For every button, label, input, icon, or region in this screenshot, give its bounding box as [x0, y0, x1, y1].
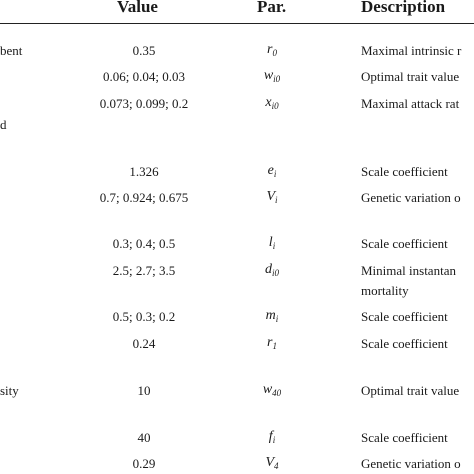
value-cell: 40 — [137, 430, 151, 445]
parameter-subscript: i — [272, 435, 276, 445]
value-cell: 0.3; 0.4; 0.5 — [112, 236, 176, 251]
parameter-subscript: i0 — [271, 101, 279, 111]
header-par: Par. — [257, 0, 287, 16]
parameter-subscript: 40 — [272, 388, 282, 398]
description-cell: Optimal trait value — [361, 69, 460, 84]
value-cell: 0.5; 0.3; 0.2 — [112, 309, 176, 324]
header-description: Description — [361, 0, 446, 16]
parameter-symbol: V — [265, 455, 275, 470]
row-label: d — [0, 117, 7, 132]
parameter-cell: wi0 — [232, 68, 312, 84]
description-cell: Scale coefficient — [361, 309, 448, 324]
parameter-cell: w40 — [232, 382, 312, 398]
parameter-symbol: w — [262, 382, 273, 397]
parameter-cell: ei — [232, 163, 312, 179]
parameter-cell: V4 — [232, 455, 312, 471]
parameter-cell: r0 — [232, 42, 312, 58]
description-cell: Genetic variation o — [361, 190, 461, 205]
parameter-cell: r1 — [232, 335, 312, 351]
parameter-symbol: e — [267, 163, 274, 178]
parameter-subscript: 4 — [274, 461, 279, 471]
row-label: bent — [0, 43, 23, 58]
value-cell: 0.35 — [132, 43, 156, 58]
description-cell: Scale coefficient — [361, 430, 448, 445]
parameter-symbol: m — [265, 308, 276, 323]
parameter-subscript: i — [273, 169, 277, 179]
description-cell: Genetic variation o — [361, 456, 461, 471]
header-value: Value — [117, 0, 158, 16]
parameter-symbol: x — [265, 95, 272, 110]
value-cell: 0.7; 0.924; 0.675 — [99, 190, 189, 205]
parameter-subscript: i — [275, 195, 278, 205]
parameter-symbol: d — [264, 262, 272, 277]
parameter-cell: li — [232, 235, 312, 251]
parameter-symbol: f — [268, 429, 273, 444]
value-cell: 0.073; 0.099; 0.2 — [99, 96, 189, 111]
description-cell: Optimal trait value — [361, 383, 460, 398]
parameter-cell: mi — [232, 308, 312, 324]
row-label: sity — [0, 383, 19, 398]
parameter-subscript: 0 — [272, 48, 277, 58]
value-cell: 0.06; 0.04; 0.03 — [103, 69, 185, 84]
parameter-subscript: i0 — [273, 74, 281, 84]
value-cell: 2.5; 2.7; 3.5 — [112, 263, 176, 278]
description-cell: mortality — [361, 283, 409, 298]
parameter-symbol: l — [268, 235, 273, 250]
parameter-cell: xi0 — [232, 95, 312, 111]
parameter-subscript: 1 — [272, 341, 277, 351]
description-cell: Maximal intrinsic r — [361, 43, 462, 58]
parameter-symbol: w — [263, 68, 274, 83]
description-cell: Scale coefficient — [361, 336, 448, 351]
value-cell: 1.326 — [129, 164, 159, 179]
description-cell: Maximal attack rat — [361, 96, 460, 111]
parameter-cell: di0 — [232, 262, 312, 278]
value-cell: 10 — [137, 383, 151, 398]
description-cell: Scale coefficient — [361, 236, 448, 251]
description-cell: Scale coefficient — [361, 164, 448, 179]
parameter-subscript: i — [272, 241, 276, 251]
parameter-cell: fi — [232, 429, 312, 445]
parameter-cell: Vi — [232, 189, 312, 205]
description-cell: Minimal instantan — [361, 263, 456, 278]
parameter-subscript: i0 — [271, 268, 279, 278]
parameter-symbol: r — [267, 335, 273, 350]
parameter-symbol: V — [266, 189, 276, 204]
value-cell: 0.29 — [132, 456, 156, 471]
header-rule — [0, 23, 474, 24]
parameter-symbol: r — [267, 42, 273, 57]
value-cell: 0.24 — [132, 336, 156, 351]
parameter-subscript: i — [275, 314, 279, 324]
